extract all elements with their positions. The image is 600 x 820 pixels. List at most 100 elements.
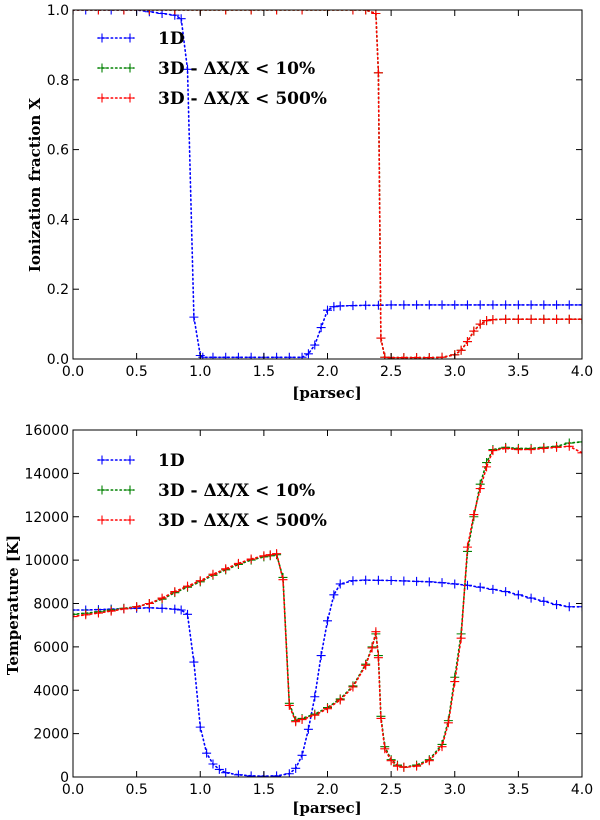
temperature-series-0-point xyxy=(157,603,167,613)
temperature-series-2-point xyxy=(335,695,345,705)
temperature-series-2-point xyxy=(475,484,485,494)
ionization-series-2-point xyxy=(456,345,466,355)
temperature-series-2-point xyxy=(371,627,381,637)
temperature-series-2-point xyxy=(526,445,536,455)
temperature-series-2-point xyxy=(170,587,180,597)
temperature-series-2-point xyxy=(501,443,511,453)
temperature-series-2-point xyxy=(443,718,453,728)
temperature-series-2-point xyxy=(361,660,371,670)
ionization-series-2-point xyxy=(348,10,358,15)
temperature-y-tick-label: 12000 xyxy=(24,510,69,526)
temperature-series-2-point xyxy=(392,761,402,771)
ionization-x-tick-label: 3.5 xyxy=(507,364,529,380)
temperature-series-2-point xyxy=(195,576,205,586)
temperature-x-axis-title: [parsec] xyxy=(292,799,361,817)
temperature-series-0-point xyxy=(552,600,562,610)
temperature-series-2-point xyxy=(399,762,409,772)
temperature-series-2-point xyxy=(93,608,103,618)
ionization-legend-marker xyxy=(125,63,135,73)
legend-label: 1D xyxy=(158,29,185,49)
temperature-legend-marker xyxy=(125,455,135,465)
temperature-x-tick-label: 4.0 xyxy=(571,782,593,798)
ionization-series-0-point xyxy=(272,352,282,359)
temperature-series-0-point xyxy=(221,768,231,777)
ionization-series-2-point xyxy=(170,10,180,15)
temperature-y-tick-label: 0 xyxy=(60,770,69,786)
temperature-series-0-point xyxy=(361,575,371,585)
temperature-series-0-point xyxy=(73,605,78,615)
ionization-y-axis-title: Ionization fraction X xyxy=(26,98,44,273)
temperature-series-2-point xyxy=(157,593,167,603)
temperature-series-line-2 xyxy=(73,445,582,769)
temperature-series-0-point xyxy=(170,604,180,614)
ionization-y-tick-label: 0.6 xyxy=(47,143,69,159)
ionization-series-0-point xyxy=(399,300,409,310)
temperature-x-tick-label: 3.5 xyxy=(507,782,529,798)
ionization-series-2-point xyxy=(373,68,383,78)
ionization-series-2-point xyxy=(564,314,574,324)
temperature-series-0-point xyxy=(233,770,243,777)
ionization-legend: 1D 3D - ΔX/X < 10% 3D - ΔX/X < 500% xyxy=(97,29,327,109)
temperature-series-2-point xyxy=(310,710,320,720)
ionization-legend-marker xyxy=(97,63,107,73)
temperature-series-0-point xyxy=(195,722,205,732)
ionization-series-2-point xyxy=(469,326,479,336)
temperature-series-2-point xyxy=(297,715,307,725)
temperature-series-2-point xyxy=(412,761,422,771)
ionization-series-0-point xyxy=(539,300,549,310)
temperature-series-1-point xyxy=(73,609,78,619)
ionization-y-tick-label: 0.0 xyxy=(47,352,69,368)
temperature-series-0-point xyxy=(513,590,523,600)
ionization-series-2-point xyxy=(475,319,485,329)
temperature-series-2-point xyxy=(577,448,582,458)
ionization-series-2-point xyxy=(488,315,498,325)
temperature-series-2-point xyxy=(73,612,78,622)
temperature-series-2-point xyxy=(462,542,472,552)
temperature-series-0-point xyxy=(297,750,307,760)
temperature-series-2-point xyxy=(380,744,390,754)
temperature-series-2-point xyxy=(106,606,116,616)
temperature-series-2-point xyxy=(278,575,288,585)
temperature-series-2-point xyxy=(132,602,142,612)
temperature-series-2-point xyxy=(424,756,434,766)
temperature-series-0-point xyxy=(526,593,536,603)
temperature-series-2-point xyxy=(81,610,91,620)
ionization-series-0-point xyxy=(323,305,332,315)
temperature-series-0-point xyxy=(329,590,339,600)
temperature-series-0-point xyxy=(412,576,422,586)
temperature-series-2-point xyxy=(233,558,243,568)
ionization-series-0-point xyxy=(316,323,326,333)
temperature-series-2-point xyxy=(376,713,386,723)
ionization-series-2-point xyxy=(412,353,422,359)
temperature-x-tick-label: 3.0 xyxy=(444,782,466,798)
ionization-series-2-point xyxy=(144,10,154,15)
ionization-y-tick-label: 0.8 xyxy=(47,73,69,89)
ionization-series-2-point xyxy=(246,10,256,15)
ionization-series-2-point xyxy=(119,10,129,15)
ionization-series-2-point xyxy=(221,10,231,15)
temperature-series-2-point xyxy=(488,446,498,456)
ionization-series-0-point xyxy=(526,300,536,310)
legend-label: 1D xyxy=(158,451,185,471)
temperature-series-2-point xyxy=(144,599,154,608)
ionization-series-2-point xyxy=(361,10,371,15)
temperature-series-2-point xyxy=(284,700,294,710)
ionization-series-0-point xyxy=(361,300,371,310)
temperature-series-2-point xyxy=(386,756,396,766)
ionization-series-0-point xyxy=(552,300,562,310)
temperature-x-tick-label: 1.5 xyxy=(253,782,275,798)
temperature-x-tick-label: 0.5 xyxy=(125,782,147,798)
temperature-series-0-point xyxy=(202,748,212,758)
temperature-series-0-point xyxy=(539,596,549,606)
temperature-chart: Temperature [K] [parsec] 0.0 0.5 1.0 1.5 2.0… xyxy=(4,423,593,817)
ionization-series-0-point xyxy=(233,352,243,359)
temperature-series-0-point xyxy=(272,771,282,777)
temperature-series-2-point xyxy=(552,442,562,452)
temperature-legend-marker xyxy=(97,485,107,495)
ionization-x-tick-label: 2.0 xyxy=(316,364,338,380)
temperature-series-0-point xyxy=(323,616,332,626)
ionization-chart: Ionization fraction X [parsec] 0.0 0.5 1.0… xyxy=(26,3,593,402)
temperature-y-tick-label: 2000 xyxy=(33,727,69,743)
temperature-series-2-point xyxy=(348,682,358,692)
temperature-series-2-point xyxy=(450,677,460,687)
